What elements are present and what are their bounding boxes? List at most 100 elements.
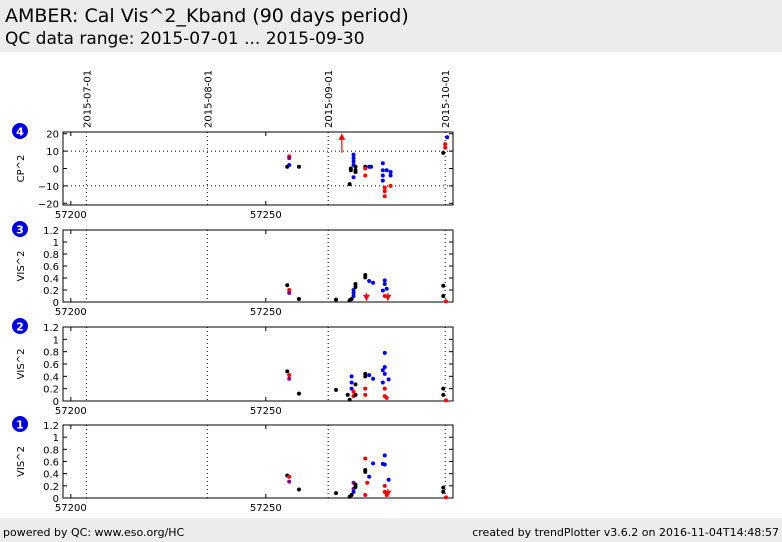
- panel-number-badge: [12, 318, 28, 334]
- data-point: [285, 283, 290, 288]
- data-point: [351, 389, 356, 394]
- panel-frame: [62, 326, 454, 402]
- data-point: [287, 376, 292, 381]
- date-tick-label: 2015-08-01: [203, 70, 214, 128]
- y-tick-label: 0.6: [43, 360, 59, 371]
- data-point: [443, 299, 448, 304]
- data-point: [363, 492, 368, 497]
- data-point: [382, 371, 387, 376]
- panel-number-badge: [12, 416, 28, 432]
- data-point: [353, 164, 358, 169]
- data-point: [386, 477, 391, 482]
- data-point: [382, 365, 387, 370]
- data-point: [382, 489, 387, 494]
- y-tick-label: 1.2: [43, 226, 59, 237]
- data-point: [353, 285, 358, 289]
- data-point: [287, 288, 292, 292]
- data-point: [441, 386, 446, 391]
- data-point: [384, 286, 389, 291]
- x-tick-label: 57200: [55, 503, 87, 514]
- data-point: [388, 173, 393, 178]
- x-tick-label: 57250: [250, 503, 282, 514]
- data-point: [382, 282, 387, 286]
- panel-number: 4: [16, 126, 24, 139]
- y-axis-label: VIS^2: [16, 251, 27, 282]
- data-point: [445, 135, 450, 140]
- data-point: [351, 159, 356, 164]
- data-point: [347, 182, 352, 187]
- panel-number: 1: [16, 419, 24, 432]
- footer-bar: powered by QC: www.eso.org/HC created by…: [0, 518, 782, 542]
- panel-frame: [62, 229, 454, 303]
- data-point: [371, 280, 376, 285]
- data-point: [345, 392, 350, 397]
- data-point: [296, 164, 301, 169]
- data-point: [351, 291, 356, 295]
- y-tick-label: 1.2: [43, 421, 59, 432]
- data-point: [353, 392, 358, 397]
- data-point: [443, 495, 448, 500]
- y-tick-label: 0.8: [43, 250, 59, 261]
- data-point: [443, 145, 448, 150]
- data-point: [349, 492, 354, 497]
- data-point: [363, 386, 368, 391]
- y-tick-label: 0.4: [43, 274, 59, 285]
- data-point: [382, 462, 387, 467]
- data-point: [353, 485, 358, 490]
- data-point: [441, 485, 446, 490]
- data-point: [441, 283, 446, 288]
- data-point: [353, 382, 358, 387]
- data-point: [351, 288, 356, 292]
- data-point: [380, 380, 385, 385]
- data-point: [365, 480, 370, 485]
- panel-number: 2: [16, 321, 24, 334]
- data-point: [371, 376, 376, 381]
- data-point: [367, 373, 372, 378]
- data-point: [349, 380, 354, 385]
- x-tick-label: 57250: [250, 406, 282, 417]
- data-point: [380, 173, 385, 178]
- data-point: [443, 142, 448, 147]
- y-tick-label: 0.2: [43, 385, 59, 396]
- y-tick-label: 0.4: [43, 372, 59, 383]
- data-point: [441, 150, 446, 155]
- data-point: [388, 183, 393, 188]
- x-tick-label: 57250: [250, 210, 282, 221]
- data-point: [349, 297, 354, 301]
- data-point: [382, 194, 387, 199]
- footer-powered-by: powered by QC: www.eso.org/HC: [3, 526, 185, 539]
- data-point: [287, 479, 292, 484]
- data-point: [285, 369, 290, 374]
- data-point: [384, 492, 389, 497]
- y-tick-label: 1: [53, 238, 59, 249]
- data-point: [363, 456, 368, 461]
- y-tick-label: −20: [38, 199, 59, 210]
- data-point: [386, 377, 391, 382]
- footer-created-by: created by trendPlotter v3.6.2 on 2016-1…: [472, 526, 779, 539]
- data-point: [382, 483, 387, 488]
- data-range: QC data range: 2015-07-01 ... 2015-09-30: [5, 29, 365, 49]
- data-point: [388, 169, 393, 174]
- page-title: AMBER: Cal Vis^2_Kband (90 days period): [5, 5, 409, 27]
- y-tick-label: 0: [53, 397, 59, 408]
- data-point: [369, 164, 374, 169]
- y-tick-label: 0: [53, 494, 59, 505]
- y-tick-label: 20: [46, 130, 59, 141]
- data-point: [367, 474, 372, 479]
- y-tick-label: 0.2: [43, 482, 59, 493]
- date-tick-label: 2015-09-01: [324, 70, 335, 128]
- data-point: [287, 156, 292, 161]
- y-tick-label: 1: [53, 433, 59, 444]
- y-tick-label: 0.6: [43, 458, 59, 469]
- y-tick-label: 10: [46, 147, 59, 158]
- limit-arrow-head: [338, 133, 346, 140]
- data-point: [367, 279, 372, 283]
- y-tick-label: 0.6: [43, 262, 59, 273]
- x-tick-label: 57200: [55, 210, 87, 221]
- panel-frame: [62, 131, 454, 206]
- y-tick-label: 0: [53, 165, 59, 176]
- data-point: [380, 288, 385, 293]
- data-point: [371, 461, 376, 466]
- data-point: [443, 398, 448, 403]
- data-point: [334, 491, 338, 496]
